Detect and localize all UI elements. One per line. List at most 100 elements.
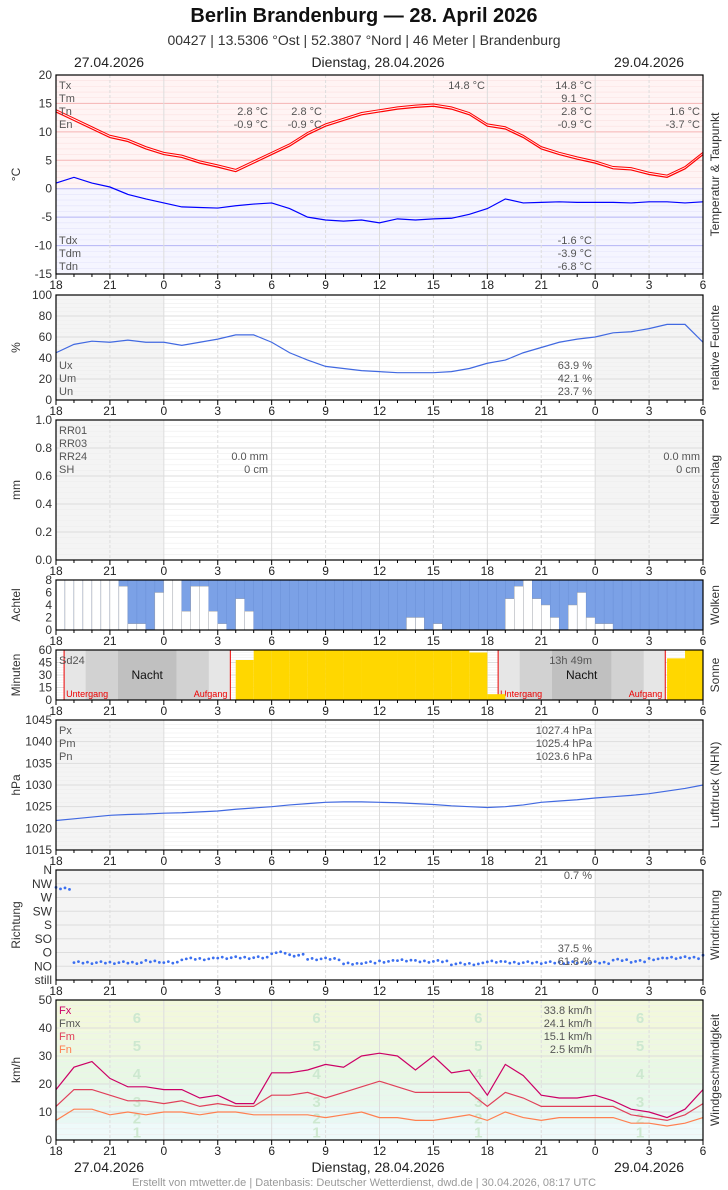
- wind-direction-point: [400, 958, 404, 962]
- cloud-bar: [235, 598, 245, 631]
- wind-legend: Fm: [59, 1031, 75, 1043]
- beaufort-label: 5: [133, 1038, 141, 1055]
- beaufort-label: 2: [133, 1111, 141, 1128]
- pressure-stat: 1023.6 hPa: [536, 751, 593, 763]
- y-tick-label: 20: [39, 68, 53, 82]
- x-tick-label: 0: [592, 634, 599, 648]
- x-tick-label: 0: [592, 704, 599, 718]
- temperature-y-axis-label: °C: [9, 167, 23, 181]
- beaufort-label: 2: [474, 1111, 482, 1128]
- wind-stat: 33.8 km/h: [544, 1005, 592, 1017]
- y-tick-label: 1045: [25, 713, 52, 727]
- temp-stat: 14.8 °C: [555, 80, 592, 92]
- wind-direction-point: [59, 887, 62, 891]
- sunshine-bar: [397, 650, 416, 700]
- x-tick-label: 0: [160, 634, 167, 648]
- x-tick-label: 0: [160, 704, 167, 718]
- wind-direction-point: [166, 960, 170, 964]
- precip-stat: 0 cm: [244, 464, 268, 476]
- temp-legend: Tn: [59, 106, 72, 118]
- x-tick-label: 21: [535, 634, 549, 648]
- x-tick-label: 15: [427, 278, 441, 292]
- wind-direction-point: [198, 957, 202, 960]
- sunshine-bar: [253, 650, 272, 700]
- x-tick-label: 21: [103, 984, 117, 998]
- x-tick-label: 12: [373, 404, 387, 418]
- y-tick-label: 0.4: [35, 497, 52, 511]
- wind-direction-point: [458, 961, 462, 965]
- x-tick-label: 6: [700, 984, 707, 998]
- date-right-bottom: 29.04.2026: [614, 1159, 684, 1175]
- temp-stat: 2.8 °C: [291, 106, 322, 118]
- wind-stat: 15.1 km/h: [544, 1031, 592, 1043]
- wind-direction-point: [328, 958, 332, 961]
- wind-direction-point: [679, 956, 682, 960]
- wind-direction-point: [95, 961, 98, 965]
- wind-direction-point: [674, 957, 678, 961]
- sunshine-bar: [451, 650, 470, 700]
- x-tick-label: 3: [646, 278, 653, 292]
- wind-direction-point: [364, 961, 368, 965]
- wind-stat: 24.1 km/h: [544, 1018, 592, 1030]
- temp-stat: 2.8 °C: [237, 106, 268, 118]
- beaufort-label: 3: [474, 1094, 482, 1111]
- beaufort-label: 5: [312, 1038, 320, 1055]
- wind-direction-point: [589, 961, 593, 965]
- x-tick-label: 18: [481, 564, 495, 578]
- wind-direction-point: [99, 960, 103, 964]
- wind-stat: 2.5 km/h: [550, 1044, 592, 1056]
- wind-direction-point: [157, 960, 161, 964]
- x-tick-label: 21: [535, 854, 549, 868]
- beaufort-label: 6: [312, 1010, 320, 1027]
- y-tick-label: 1025: [25, 800, 52, 814]
- wind-direction-point: [665, 956, 669, 960]
- x-tick-label: 0: [160, 404, 167, 418]
- y-tick-label: W: [41, 891, 53, 905]
- x-tick-label: 6: [700, 404, 707, 418]
- wind-dir-stat: 0.7 %: [564, 870, 592, 882]
- x-tick-label: 9: [322, 854, 329, 868]
- x-tick-label: 3: [214, 564, 221, 578]
- wind-direction-point: [638, 958, 642, 962]
- wind-direction-point: [292, 954, 296, 958]
- wind-direction-point: [261, 956, 265, 960]
- wind-dir-stat: 37.5 %: [558, 943, 592, 955]
- x-tick-label: 18: [481, 634, 495, 648]
- y-tick-label: 20: [39, 372, 53, 386]
- pressure-legend: Pn: [59, 751, 72, 763]
- sunshine-bar: [289, 650, 308, 700]
- x-tick-label: 6: [268, 854, 275, 868]
- y-tick-label: 40: [39, 351, 53, 365]
- night-band: [118, 650, 177, 700]
- beaufort-label: 6: [474, 1010, 482, 1027]
- cloud-bar: [244, 611, 254, 631]
- wind-direction-point: [544, 961, 548, 965]
- temp-max-stat: 14.8 °C: [448, 80, 485, 92]
- x-tick-label: 0: [160, 564, 167, 578]
- sunshine-bar: [469, 652, 488, 700]
- date-right-top: 29.04.2026: [614, 54, 684, 70]
- x-tick-label: 15: [427, 634, 441, 648]
- cloud-bar: [127, 623, 138, 631]
- beaufort-label: 2: [636, 1111, 644, 1128]
- x-tick-label: 9: [322, 278, 329, 292]
- y-tick-label: -10: [35, 239, 53, 253]
- x-tick-label: 15: [427, 854, 441, 868]
- y-tick-label: 15: [39, 96, 53, 110]
- x-tick-label: 12: [373, 854, 387, 868]
- wind-direction-point: [647, 957, 651, 960]
- cloud-bar: [532, 598, 542, 631]
- wind-direction-point: [113, 962, 116, 966]
- y-tick-label: 15: [39, 681, 53, 695]
- pressure-legend: Px: [59, 725, 72, 737]
- cloud-bar: [523, 579, 533, 631]
- beaufort-label: 6: [636, 1010, 644, 1027]
- wind-direction-point: [571, 960, 575, 964]
- humidity-side-label: relative Feuchte: [708, 304, 722, 390]
- precipitation-side-label: Niederschlag: [708, 455, 722, 525]
- wind-direction-point: [575, 961, 579, 965]
- wind-direction-point: [220, 955, 224, 959]
- y-tick-label: 0: [45, 182, 52, 196]
- temp-stat: 1.6 °C: [669, 106, 700, 118]
- wind-direction-point: [656, 957, 660, 961]
